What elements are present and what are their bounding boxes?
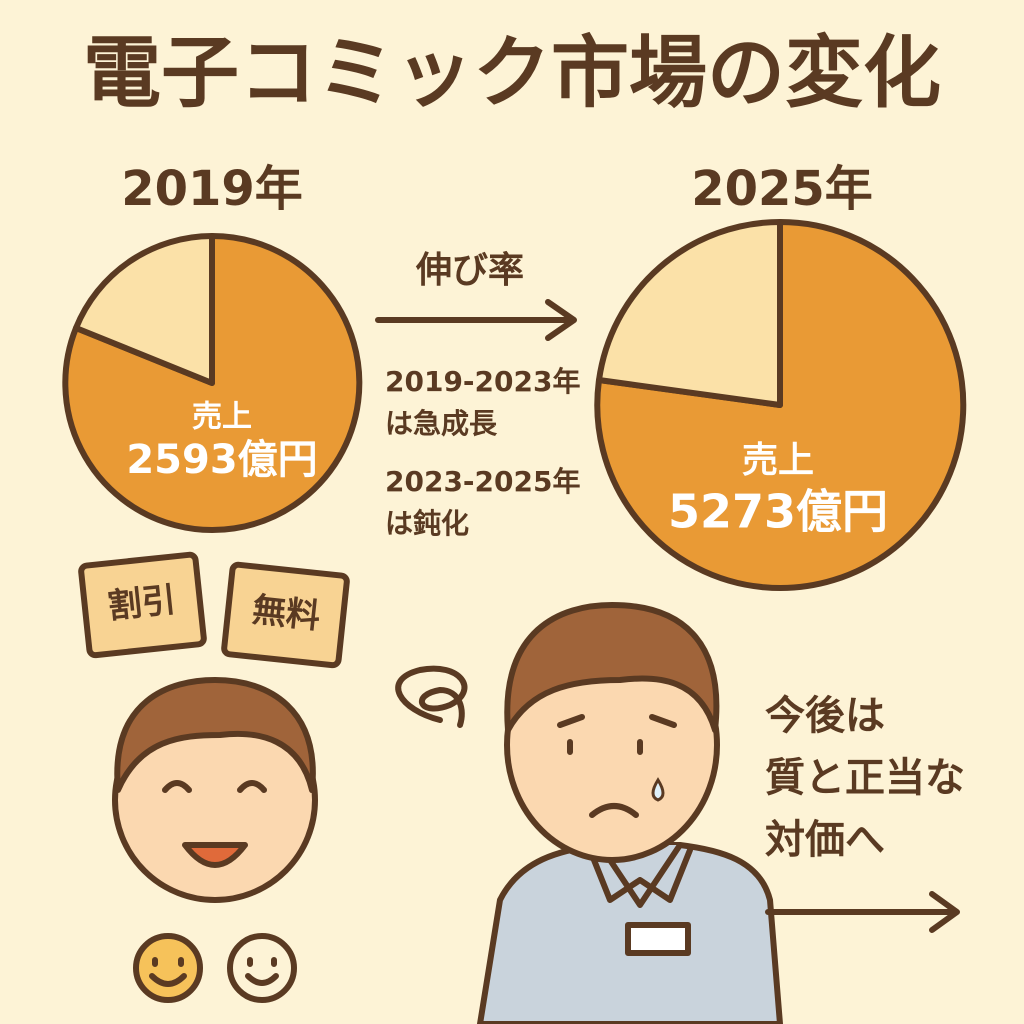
mouth bbox=[182, 842, 248, 868]
hair bbox=[504, 602, 720, 733]
growth-note: は鈍化 bbox=[385, 507, 469, 540]
smiley-face bbox=[149, 957, 187, 987]
eyes bbox=[162, 780, 267, 793]
worried-person bbox=[477, 602, 783, 1024]
pie-slice bbox=[73, 233, 215, 386]
happy-person bbox=[112, 677, 318, 903]
year-2025: 2025年 bbox=[691, 161, 873, 217]
tag-text: 無料 bbox=[250, 590, 322, 637]
sales-label: 売上 bbox=[192, 400, 252, 435]
growth-note: 2019-2023年 bbox=[385, 365, 580, 398]
outlook-line: 質と正当な bbox=[765, 755, 965, 801]
smiley bbox=[227, 933, 297, 1003]
growth-note: は急成長 bbox=[385, 407, 498, 440]
tear bbox=[651, 777, 665, 802]
tag: 割引 bbox=[78, 551, 207, 659]
year-2019: 2019年 bbox=[121, 161, 303, 217]
outlook-line: 対価へ bbox=[765, 817, 885, 863]
worry-swirl bbox=[395, 665, 468, 728]
tag-box bbox=[78, 551, 207, 659]
arrow bbox=[765, 891, 960, 933]
tag: 無料 bbox=[221, 561, 350, 669]
sales-value: 5273億円 bbox=[668, 485, 888, 539]
growth-label: 伸び率 bbox=[415, 250, 524, 291]
features bbox=[557, 714, 677, 818]
arrow bbox=[375, 299, 577, 341]
smiley-face bbox=[245, 957, 279, 986]
pie-slice bbox=[596, 219, 783, 408]
badge bbox=[625, 922, 691, 956]
tag-box bbox=[221, 561, 350, 669]
smiley bbox=[133, 933, 203, 1003]
tag-text: 割引 bbox=[106, 580, 178, 627]
sales-label: 売上 bbox=[742, 440, 814, 481]
outlook-line: 今後は bbox=[765, 693, 885, 739]
sales-value: 2593億円 bbox=[126, 437, 317, 483]
title: 電子コミック市場の変化 bbox=[83, 28, 941, 118]
hair bbox=[114, 677, 316, 793]
growth-note: 2023-2025年 bbox=[385, 465, 580, 498]
